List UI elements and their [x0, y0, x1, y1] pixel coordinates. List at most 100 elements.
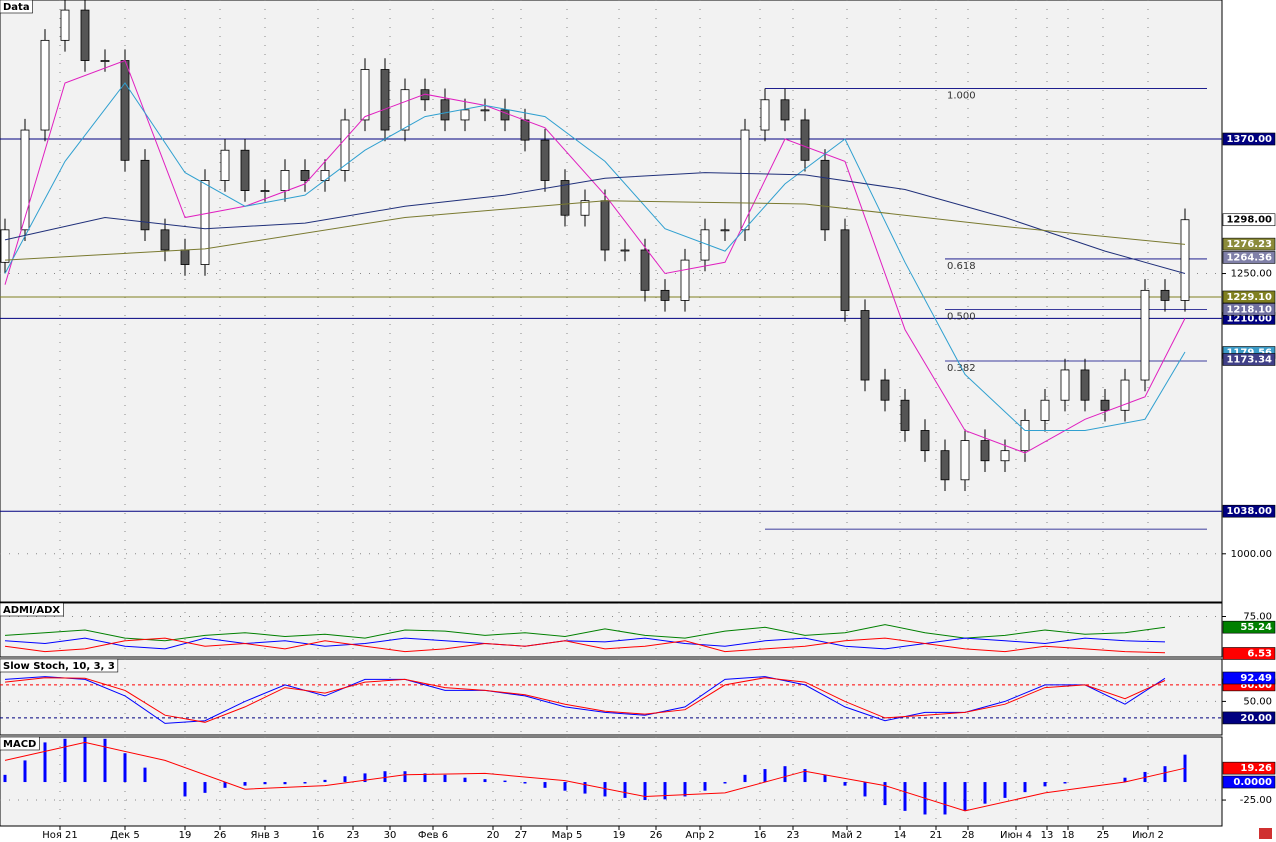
- x-tick-label: Июн 4: [1000, 830, 1032, 841]
- indicator-line: [4, 200, 1186, 261]
- panel-title-box: [0, 602, 64, 617]
- indicator-line: [4, 82, 1186, 431]
- histogram-bar: [843, 782, 847, 786]
- price-tag-label: 1038.00: [1226, 506, 1272, 517]
- panel-title-box: [0, 0, 33, 14]
- stoch-panel: [0, 658, 1223, 736]
- histogram-bar: [983, 782, 987, 804]
- histogram-bar: [1163, 766, 1167, 783]
- x-tick-label: Фев 6: [418, 830, 448, 841]
- candle-body: [460, 109, 470, 121]
- x-tick-label: 21: [930, 830, 943, 841]
- histogram-bar: [543, 782, 547, 788]
- histogram-bar: [1003, 782, 1007, 798]
- price-tag-label: 1229.10: [1226, 292, 1272, 303]
- price-tag: [1222, 290, 1276, 304]
- candle-body: [1060, 369, 1070, 401]
- price-tag-label: 55.24: [1240, 622, 1272, 633]
- panel-title-box: [0, 736, 40, 751]
- candle-body: [740, 129, 750, 231]
- histogram-bar: [303, 782, 307, 784]
- corner-icon[interactable]: [1259, 828, 1272, 839]
- candle-body: [1040, 399, 1050, 421]
- histogram-bar: [643, 782, 647, 801]
- x-tick-label: 28: [962, 830, 975, 841]
- histogram-bar: [383, 771, 387, 783]
- macd-panel: [0, 736, 1223, 827]
- price-tag-label: 92.49: [1240, 673, 1272, 684]
- histogram-bar: [803, 769, 807, 783]
- x-tick-label: Янв 3: [251, 830, 280, 841]
- price-tag-label: 80.00: [1240, 680, 1272, 691]
- price-tag: [1222, 132, 1276, 146]
- histogram-bar: [323, 779, 327, 783]
- candle-body: [0, 229, 10, 263]
- candle-body: [380, 69, 390, 131]
- candle-body: [880, 379, 890, 401]
- candle-body: [300, 169, 310, 181]
- candle-body: [280, 169, 290, 191]
- x-tick-label: Май 2: [832, 830, 863, 841]
- histogram-bar: [143, 767, 147, 783]
- candle-body: [480, 109, 490, 112]
- candle-body: [800, 119, 810, 161]
- histogram-bar: [343, 776, 347, 783]
- candle-body: [100, 60, 110, 62]
- price-tag-label: 1218.10: [1226, 304, 1272, 315]
- candle-body: [440, 99, 450, 121]
- panel-title: ADMI/ADX: [3, 605, 60, 616]
- price-tag: [1222, 671, 1276, 685]
- price-tag-label: 1264.36: [1226, 252, 1272, 263]
- x-tick-label: 23: [787, 830, 800, 841]
- histogram-bar: [263, 782, 267, 785]
- candle-body: [1020, 419, 1030, 452]
- price-tag: [1222, 711, 1276, 725]
- x-tick-label: Июл 2: [1132, 830, 1164, 841]
- x-tick-label: 25: [1097, 830, 1110, 841]
- histogram-bar: [743, 774, 747, 783]
- histogram-bar: [823, 774, 827, 783]
- candle-body: [1120, 379, 1130, 411]
- candle-body: [940, 450, 950, 481]
- candle-body: [400, 89, 410, 131]
- histogram-bar: [483, 779, 487, 783]
- histogram-bar: [443, 774, 447, 783]
- panel-title: Data: [3, 2, 30, 13]
- histogram-bar: [723, 782, 727, 784]
- panel-content: [0, 659, 1222, 735]
- histogram-bar: [503, 780, 507, 783]
- candle-body: [900, 399, 910, 431]
- x-tick-label: 26: [650, 830, 663, 841]
- panel-title: MACD: [3, 739, 36, 750]
- candle-body: [920, 430, 930, 452]
- indicator-line: [4, 741, 1186, 812]
- price-tag: [1222, 213, 1276, 227]
- x-tick-label: 23: [347, 830, 360, 841]
- indicator-line: [4, 624, 1166, 642]
- candle-body: [760, 99, 770, 131]
- candle-body: [360, 69, 370, 121]
- candle-body: [540, 139, 550, 181]
- histogram-bar: [1063, 782, 1067, 784]
- histogram-bar: [1043, 782, 1047, 787]
- candle-body: [1180, 219, 1190, 301]
- histogram-bar: [523, 782, 527, 784]
- candle-body: [960, 440, 970, 481]
- price-tag: [1222, 620, 1276, 634]
- candle-body: [200, 180, 210, 265]
- x-tick-label: 30: [384, 830, 397, 841]
- candle-body: [500, 109, 510, 121]
- x-tick-label: 19: [179, 830, 192, 841]
- histogram-bar: [683, 782, 687, 797]
- candle-body: [840, 229, 850, 311]
- x-tick-label: Дек 5: [110, 830, 140, 841]
- price-tag: [1222, 775, 1276, 789]
- price-tag-label: 1276.23: [1226, 239, 1272, 250]
- x-tick-label: Ноя 21: [42, 830, 78, 841]
- candle-body: [1100, 399, 1110, 411]
- histogram-bar: [1123, 777, 1127, 783]
- price-tag-label: 20.00: [1240, 713, 1272, 724]
- candle-body: [780, 99, 790, 121]
- histogram-bar: [23, 760, 27, 783]
